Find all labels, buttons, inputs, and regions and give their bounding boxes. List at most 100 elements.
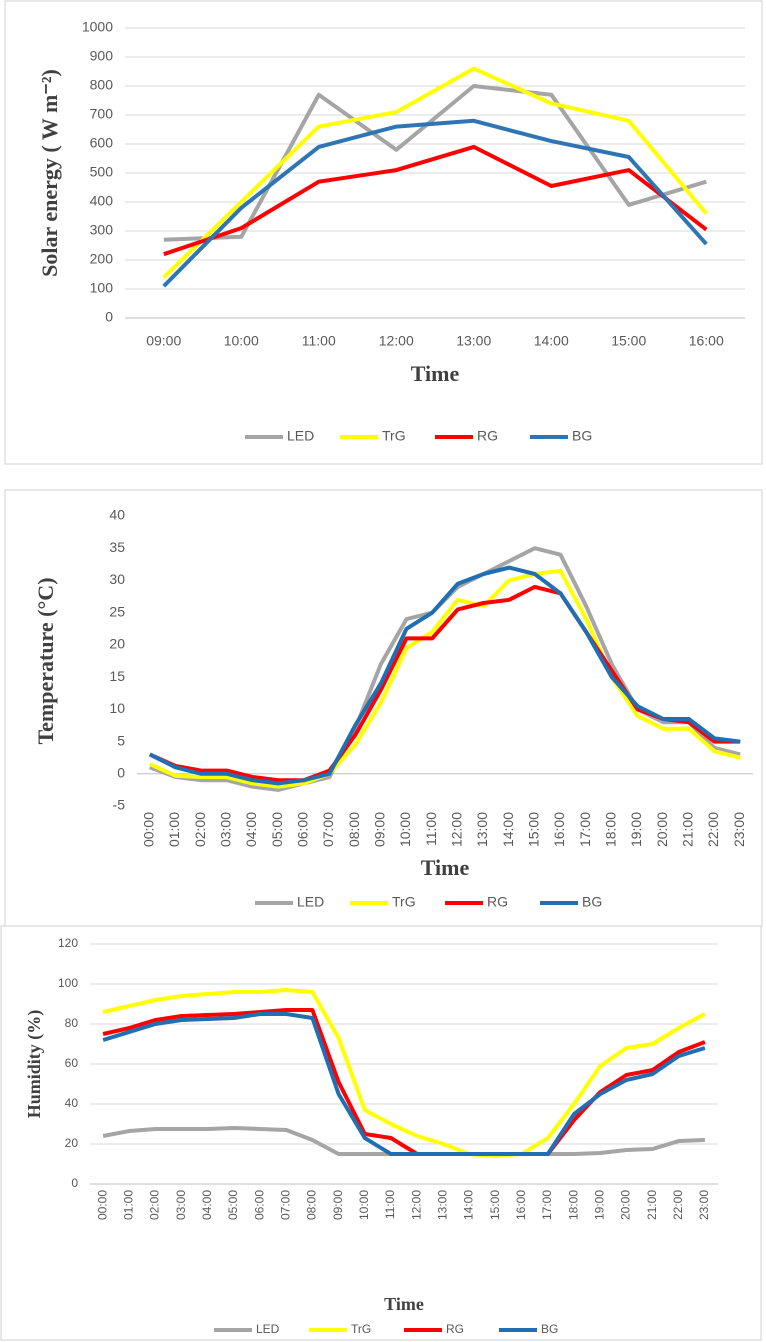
series-line	[162, 118, 708, 288]
x-tick-label: 15:00	[488, 1190, 502, 1220]
x-tick-label: 10:00	[357, 1190, 371, 1220]
x-tick-label: 18:00	[566, 1190, 580, 1220]
x-tick-label: 05:00	[269, 812, 285, 847]
x-tick-label: 03:00	[174, 1190, 188, 1220]
y-axis-label: Temperature (°C)	[33, 577, 58, 744]
x-tick-label: 22:00	[705, 812, 721, 847]
y-tick-label: 500	[90, 164, 114, 180]
legend-label: TrG	[382, 428, 406, 444]
y-tick-label: 30	[109, 571, 125, 587]
y-axis-label: Humidity (%)	[24, 1010, 45, 1119]
x-tick-label: 16:00	[551, 812, 567, 847]
x-tick-label: 07:00	[278, 1190, 292, 1220]
y-tick-label: 1000	[82, 19, 113, 35]
x-tick-label: 05:00	[226, 1190, 240, 1220]
x-tick-label: 22:00	[671, 1190, 685, 1220]
legend-label: LED	[297, 894, 324, 910]
y-tick-label: 400	[90, 193, 114, 209]
x-tick-label: 21:00	[680, 812, 696, 847]
x-tick-label: 07:00	[320, 812, 336, 847]
x-tick-label: 13:00	[474, 812, 490, 847]
x-tick-label: 17:00	[577, 812, 593, 847]
x-tick-label: 06:00	[252, 1190, 266, 1220]
series-line	[163, 84, 707, 242]
x-tick-label: 08:00	[346, 812, 362, 847]
y-tick-label: 600	[90, 135, 114, 151]
series-line	[148, 584, 741, 783]
y-tick-label: 200	[90, 251, 114, 267]
legend-label: BG	[541, 1322, 558, 1336]
series-line	[162, 66, 708, 279]
series-line	[149, 546, 741, 792]
x-tick-label: 01:00	[121, 1190, 135, 1220]
x-tick-label: 11:00	[423, 812, 439, 846]
x-tick-label: 00:00	[95, 1190, 109, 1220]
x-tick-label: 02:00	[148, 1190, 162, 1220]
y-tick-label: 20	[65, 1136, 79, 1150]
x-tick-label: 10:00	[224, 333, 259, 349]
x-tick-label: 19:00	[592, 1190, 606, 1220]
x-tick-label: 16:00	[689, 333, 724, 349]
x-tick-label: 13:00	[435, 1190, 449, 1220]
x-tick-label: 09:00	[146, 333, 181, 349]
x-tick-label: 14:00	[462, 1190, 476, 1220]
x-tick-label: 20:00	[619, 1190, 633, 1220]
x-tick-label: 09:00	[372, 812, 388, 847]
x-tick-label: 00:00	[141, 812, 157, 847]
legend-label: TrG	[351, 1322, 371, 1336]
series-line	[102, 1012, 706, 1156]
legend-label: LED	[256, 1322, 280, 1336]
legend-label: RG	[487, 894, 508, 910]
y-tick-label: 60	[65, 1056, 79, 1070]
y-tick-label: 900	[90, 48, 114, 64]
series-line	[148, 565, 741, 786]
x-tick-label: 14:00	[534, 333, 569, 349]
y-tick-label: 40	[109, 507, 125, 523]
y-tick-label: 35	[109, 539, 125, 555]
y-tick-label: 80	[65, 1016, 79, 1030]
x-tick-label: 23:00	[731, 812, 747, 847]
x-tick-label: 02:00	[192, 812, 208, 847]
y-tick-label: 700	[90, 106, 114, 122]
y-tick-label: 25	[109, 603, 125, 619]
panel-border	[0, 925, 762, 1341]
x-tick-label: 13:00	[456, 333, 491, 349]
x-tick-label: 10:00	[397, 812, 413, 847]
x-tick-label: 14:00	[500, 812, 516, 847]
y-tick-label: 100	[58, 976, 78, 990]
series-line	[102, 1008, 706, 1156]
x-tick-label: 12:00	[379, 333, 414, 349]
x-tick-label: 09:00	[331, 1190, 345, 1220]
x-tick-label: 12:00	[409, 1190, 423, 1220]
y-tick-label: 0	[117, 764, 125, 780]
y-tick-label: 300	[90, 222, 114, 238]
y-axis-label: Solar energy ( W m⁻²)	[37, 69, 62, 277]
x-tick-label: 15:00	[526, 812, 542, 847]
x-tick-label: 01:00	[166, 812, 182, 847]
y-tick-label: 120	[58, 936, 78, 950]
series-line	[163, 144, 708, 257]
y-tick-label: 0	[105, 309, 113, 325]
x-tick-label: 20:00	[654, 812, 670, 847]
x-axis-label: Time	[421, 855, 470, 880]
x-tick-label: 18:00	[603, 812, 619, 847]
y-tick-label: 100	[90, 280, 114, 296]
x-tick-label: 11:00	[302, 333, 336, 349]
y-tick-label: 0	[71, 1176, 78, 1190]
x-tick-label: 06:00	[295, 812, 311, 847]
y-tick-label: 40	[65, 1096, 79, 1110]
x-tick-label: 11:00	[383, 1190, 397, 1219]
x-tick-label: 17:00	[540, 1190, 554, 1220]
legend-label: RG	[446, 1322, 464, 1336]
series-line	[102, 988, 706, 1158]
x-tick-label: 12:00	[449, 812, 465, 847]
y-tick-label: 5	[117, 732, 125, 748]
y-tick-label: 800	[90, 77, 114, 93]
y-tick-label: 10	[109, 700, 125, 716]
x-tick-label: 19:00	[628, 812, 644, 847]
x-axis-label: Time	[411, 361, 460, 386]
x-tick-label: 16:00	[514, 1190, 528, 1220]
panel-border	[4, 0, 763, 465]
x-tick-label: 23:00	[697, 1190, 711, 1220]
